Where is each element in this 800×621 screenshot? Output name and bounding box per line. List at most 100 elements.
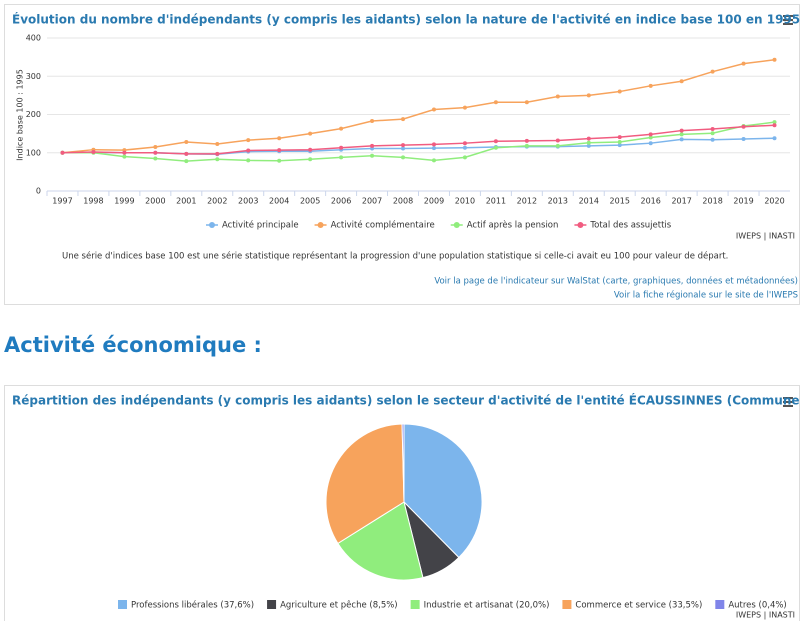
data-point [431,142,436,147]
data-point [586,143,591,148]
data-point [617,143,622,148]
x-tick-label: 2006 [331,197,351,206]
data-point [370,143,375,148]
legend-label[interactable]: Commerce et service (33,5%) [575,601,702,611]
x-tick-label: 2011 [486,197,506,206]
data-point [493,139,498,144]
y-axis-label: Indice base 100 : 1995 [16,69,25,161]
legend-symbol [562,600,572,609]
data-point [741,61,746,66]
chart-title: Répartition des indépendants (y compris … [12,393,800,408]
data-point [710,131,715,136]
data-point [648,83,653,88]
x-tick-label: 2005 [300,197,320,206]
x-tick-label: 2003 [238,197,258,206]
x-tick-label: 1998 [83,197,103,206]
x-tick-label: 2002 [207,197,227,206]
data-point [772,120,777,125]
chart-title: Évolution du nombre d'indépendants (y co… [12,12,800,27]
legend-label[interactable]: Agriculture et pêche (8,5%) [280,600,398,611]
data-point [122,150,127,155]
data-point [617,89,622,94]
data-point [710,127,715,132]
data-point [401,146,406,151]
data-point [308,131,313,136]
data-point [60,150,65,155]
data-point [741,136,746,141]
data-point [679,137,684,142]
data-point [524,100,529,105]
x-tick-label: 2001 [176,197,196,206]
x-tick-label: 2020 [764,197,784,206]
data-point [215,157,220,162]
x-tick-label: 1997 [52,197,72,206]
data-point [524,138,529,143]
legend-symbol [267,600,277,609]
data-point [586,136,591,141]
x-tick-label: 2000 [145,197,165,206]
data-point [772,57,777,62]
data-point [679,132,684,137]
data-point [555,94,560,99]
data-point [277,148,282,153]
legend-label[interactable]: Autres (0,4%) [728,601,786,611]
x-tick-label: 2008 [393,197,413,206]
menu-icon[interactable] [783,397,793,407]
data-point [370,153,375,158]
pie-slice [325,423,405,545]
legend-label[interactable]: Actif après la pension [467,220,559,231]
data-point [617,135,622,140]
note: Une série d'indices base 100 est une sér… [62,251,728,262]
data-point [401,143,406,148]
data-point [462,145,467,150]
legend-label[interactable]: Industrie et artisanat (20,0%) [424,601,550,611]
legend-label[interactable]: Professions libérales (37,6%) [131,600,254,611]
data-point [277,136,282,141]
x-tick-label: 2010 [455,197,475,206]
data-point [772,136,777,141]
data-point [648,135,653,140]
section-heading: Activité économique : [4,333,262,357]
data-point [339,145,344,150]
x-tick-label: 1999 [114,197,134,206]
data-point [710,137,715,142]
legend-symbol [715,600,725,609]
pie-slice [403,423,483,559]
data-point [679,79,684,84]
x-tick-label: 2012 [517,197,537,206]
series-line [62,59,775,154]
y-tick-label: 200 [26,110,41,119]
menu-icon[interactable] [783,15,793,25]
data-point [462,155,467,160]
legend-label[interactable]: Activité principale [222,220,299,231]
x-tick-label: 2004 [269,197,289,206]
data-point [308,147,313,152]
data-point [339,126,344,131]
data-point [462,105,467,110]
data-point [153,156,158,161]
link[interactable]: Voir la fiche régionale sur le site de l… [614,290,798,301]
data-point [153,145,158,150]
legend-label[interactable]: Total des assujettis [589,221,671,231]
data-point [153,150,158,155]
link[interactable]: Voir la page de l'indicateur sur WalStat… [434,276,798,287]
legend-symbol [118,600,127,609]
data-point [772,123,777,128]
x-tick-label: 2009 [424,197,444,206]
data-point [401,117,406,122]
data-point [184,159,189,164]
data-point [277,158,282,163]
legend-label[interactable]: Activité complémentaire [331,220,435,231]
series-line [62,121,775,162]
data-point [555,143,560,148]
pie-slice [337,501,424,581]
series-line [62,124,775,155]
data-point [308,157,313,162]
data-point [710,69,715,74]
data-point [741,124,746,129]
data-point [122,154,127,159]
data-point [555,138,560,143]
credits: IWEPS | INASTI [736,232,795,241]
data-point [246,158,251,163]
